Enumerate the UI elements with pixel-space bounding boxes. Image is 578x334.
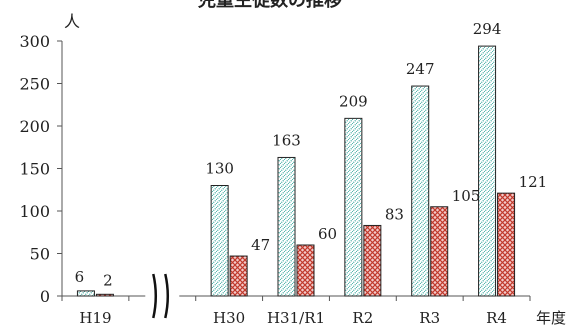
data-label-series-2: 105 bbox=[452, 187, 481, 205]
data-label-series-1: 163 bbox=[272, 131, 301, 149]
axes: 0 50 100 150 200 250 300 H19 H30 H31/R1 R2 R3 R4 bbox=[19, 32, 531, 327]
y-tick-label: 50 bbox=[30, 245, 50, 264]
data-label-series-1: 130 bbox=[205, 160, 234, 178]
bar-series-1 bbox=[411, 85, 430, 297]
y-tick-label: 300 bbox=[19, 32, 50, 51]
bar-series-2 bbox=[363, 224, 382, 297]
x-tick-label: R3 bbox=[419, 309, 440, 327]
data-label-series-2: 60 bbox=[318, 225, 337, 243]
bar-series-1 bbox=[76, 290, 95, 297]
axis-break-line bbox=[152, 273, 158, 319]
chart-title: 児童生徒数の推移 bbox=[197, 0, 342, 11]
bar-series-2 bbox=[95, 293, 114, 297]
x-tick-label: R4 bbox=[486, 309, 507, 327]
x-tick-label: H30 bbox=[213, 309, 245, 327]
data-label-series-2: 83 bbox=[385, 205, 404, 223]
y-tick-label: 150 bbox=[19, 160, 50, 179]
bars bbox=[76, 45, 516, 297]
bar-series-2 bbox=[497, 192, 516, 297]
bar-series-1 bbox=[344, 117, 363, 297]
x-tick-label: H31/R1 bbox=[267, 309, 325, 327]
data-label-series-2: 121 bbox=[519, 173, 548, 191]
bar-series-1 bbox=[210, 185, 229, 297]
bar-series-2 bbox=[229, 255, 248, 297]
data-label-series-1: 294 bbox=[473, 20, 502, 38]
bar-series-1 bbox=[478, 45, 497, 297]
x-axis-label: 年度 bbox=[536, 309, 566, 327]
y-axis-label: 人 bbox=[64, 12, 80, 31]
data-label-series-1: 247 bbox=[406, 60, 435, 78]
y-tick-label: 200 bbox=[19, 117, 50, 136]
data-label-series-1: 209 bbox=[339, 92, 368, 110]
data-label-series-2: 47 bbox=[251, 236, 270, 254]
bar-series-2 bbox=[296, 244, 315, 297]
y-tick-label: 250 bbox=[19, 75, 50, 94]
y-tick-label: 100 bbox=[19, 202, 50, 221]
bar-series-2 bbox=[430, 206, 449, 297]
data-label-series-2: 2 bbox=[103, 271, 113, 289]
y-tick-label: 0 bbox=[40, 287, 50, 306]
x-tick-label: H19 bbox=[79, 309, 111, 327]
axis-break-gap bbox=[145, 251, 180, 334]
x-tick-label: R2 bbox=[352, 309, 373, 327]
data-label-series-1: 6 bbox=[75, 268, 85, 286]
axis-break-line bbox=[164, 273, 170, 319]
axis-break-mark bbox=[145, 251, 180, 334]
bar-series-1 bbox=[277, 156, 296, 297]
